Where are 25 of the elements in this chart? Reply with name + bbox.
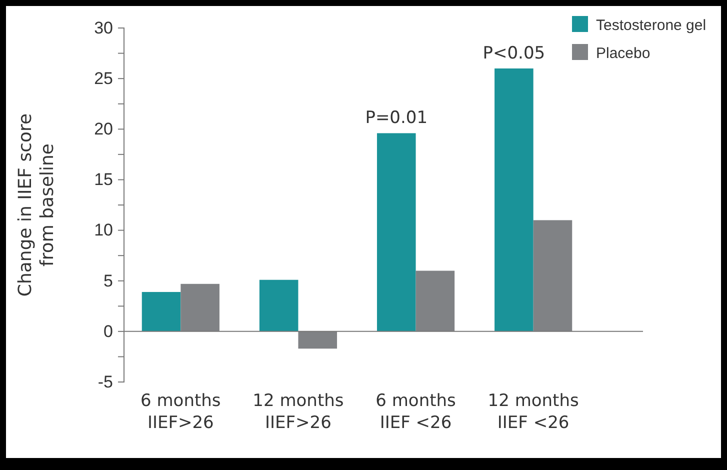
x-tick-label: 6 months IIEF <26 (376, 391, 456, 433)
legend-label: Placebo (596, 45, 650, 62)
bar (494, 68, 534, 332)
bar (376, 133, 416, 332)
x-tick-label: 12 months IIEF <26 (488, 391, 579, 433)
bar (416, 270, 455, 332)
y-tick-label: 5 (104, 271, 113, 290)
bar (298, 331, 338, 349)
bar (259, 280, 298, 332)
annotation: P=0.01 (365, 108, 428, 128)
bar (180, 284, 220, 332)
annotation: P<0.05 (482, 43, 546, 64)
y-tick-label: 0 (104, 322, 113, 341)
x-tick-label: 6 months IIEF>26 (140, 391, 221, 433)
x-tick-label: 12 months IIEF>26 (252, 391, 344, 433)
y-tick-label: 10 (94, 220, 113, 240)
bar (533, 220, 572, 332)
y-axis-title: Change in IIEF score from baseline (15, 113, 58, 297)
y-tick-label: 30 (94, 18, 113, 38)
y-tick-label: 20 (94, 120, 113, 139)
bar (142, 292, 181, 332)
legend-label: Testosterone gel (596, 17, 706, 34)
y-tick-label: 25 (94, 69, 113, 88)
y-tick-label: 15 (94, 170, 113, 190)
y-tick-label: -5 (98, 372, 113, 392)
